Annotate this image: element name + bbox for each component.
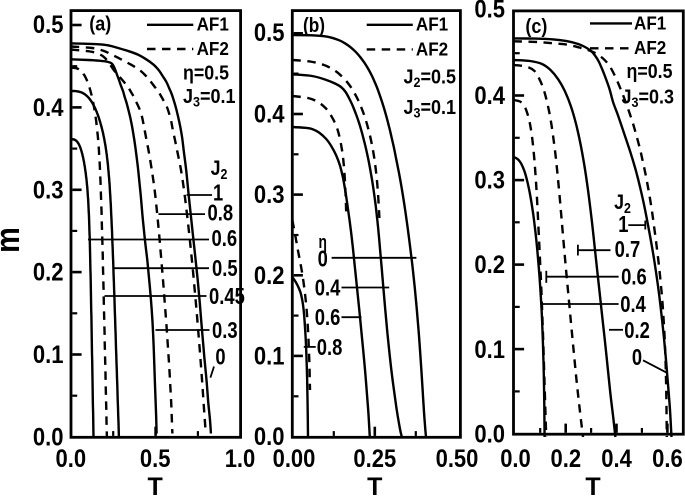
svg-text:0.2: 0.2 xyxy=(624,317,650,343)
svg-text:0.1: 0.1 xyxy=(33,341,64,369)
svg-text:0.8: 0.8 xyxy=(317,334,343,360)
svg-text:=0.1: =0.1 xyxy=(200,86,236,108)
svg-text:0.7: 0.7 xyxy=(615,236,641,262)
svg-text:(b): (b) xyxy=(303,15,325,37)
svg-text:J: J xyxy=(404,67,414,89)
svg-text:0.6: 0.6 xyxy=(621,264,647,290)
svg-text:=0.5: =0.5 xyxy=(421,67,457,89)
svg-text:0.0: 0.0 xyxy=(500,445,531,473)
svg-text:1.0: 1.0 xyxy=(225,445,256,473)
svg-text:0.6: 0.6 xyxy=(652,445,683,473)
svg-text:0.5: 0.5 xyxy=(212,255,238,281)
svg-text:0.0: 0.0 xyxy=(254,423,285,451)
svg-text:2: 2 xyxy=(624,201,631,217)
svg-text:J: J xyxy=(404,97,414,119)
svg-text:η=0.5: η=0.5 xyxy=(627,61,673,83)
svg-text:0.3: 0.3 xyxy=(33,176,64,204)
svg-text:0.6: 0.6 xyxy=(315,304,341,330)
svg-text:2: 2 xyxy=(414,74,421,90)
svg-text:0.25: 0.25 xyxy=(353,445,396,473)
svg-text:1: 1 xyxy=(213,179,223,205)
svg-text:J: J xyxy=(622,87,632,109)
svg-text:=0.3: =0.3 xyxy=(639,87,675,109)
svg-text:AF1: AF1 xyxy=(416,15,448,35)
svg-text:0.4: 0.4 xyxy=(474,82,505,110)
svg-text:AF2: AF2 xyxy=(634,38,666,58)
svg-text:m: m xyxy=(0,227,27,253)
svg-text:0.1: 0.1 xyxy=(254,343,285,371)
svg-text:0.5: 0.5 xyxy=(140,445,171,473)
svg-text:0.4: 0.4 xyxy=(601,445,632,473)
svg-text:AF2: AF2 xyxy=(416,39,448,59)
svg-text:0.6: 0.6 xyxy=(212,225,238,251)
svg-text:0.00: 0.00 xyxy=(273,445,316,473)
svg-text:0.3: 0.3 xyxy=(212,317,238,343)
svg-text:=0.1: =0.1 xyxy=(421,97,457,119)
svg-text:0.4: 0.4 xyxy=(33,94,64,122)
svg-text:3: 3 xyxy=(632,94,639,110)
svg-text:0.50: 0.50 xyxy=(436,445,479,473)
svg-text:AF1: AF1 xyxy=(197,15,229,35)
svg-text:0.4: 0.4 xyxy=(620,291,646,317)
svg-text:0: 0 xyxy=(632,344,642,370)
svg-text:0.0: 0.0 xyxy=(33,424,64,452)
svg-text:0.2: 0.2 xyxy=(254,262,285,290)
svg-text:0.8: 0.8 xyxy=(208,200,234,226)
svg-text:0.3: 0.3 xyxy=(474,167,505,195)
svg-text:J: J xyxy=(211,157,221,180)
svg-text:0: 0 xyxy=(318,245,328,271)
svg-text:0.5: 0.5 xyxy=(33,11,64,39)
svg-text:0.1: 0.1 xyxy=(474,336,505,364)
svg-text:AF1: AF1 xyxy=(634,13,666,33)
svg-text:3: 3 xyxy=(414,105,421,121)
svg-text:T: T xyxy=(367,473,382,497)
svg-text:0.2: 0.2 xyxy=(551,445,582,473)
svg-text:η=0.5: η=0.5 xyxy=(183,63,229,85)
svg-text:0.5: 0.5 xyxy=(254,19,285,47)
svg-text:T: T xyxy=(148,473,163,497)
svg-text:(c): (c) xyxy=(525,16,547,38)
svg-text:1: 1 xyxy=(618,211,628,237)
svg-text:0: 0 xyxy=(215,343,225,369)
svg-text:0.2: 0.2 xyxy=(474,251,505,279)
svg-text:0.0: 0.0 xyxy=(56,445,87,473)
svg-text:(a): (a) xyxy=(89,14,111,36)
svg-text:J: J xyxy=(183,86,193,108)
svg-text:J: J xyxy=(614,191,624,214)
svg-text:0.4: 0.4 xyxy=(315,274,341,300)
svg-text:T: T xyxy=(585,473,600,497)
svg-text:2: 2 xyxy=(221,167,228,183)
svg-text:AF2: AF2 xyxy=(197,39,229,59)
svg-text:0.3: 0.3 xyxy=(254,181,285,209)
svg-text:0.4: 0.4 xyxy=(254,101,285,129)
svg-text:0.5: 0.5 xyxy=(474,0,505,24)
svg-text:η: η xyxy=(319,232,327,252)
svg-text:0.45: 0.45 xyxy=(209,283,245,309)
svg-text:0.0: 0.0 xyxy=(474,420,505,448)
svg-text:0.2: 0.2 xyxy=(33,259,64,287)
svg-text:3: 3 xyxy=(193,94,200,110)
